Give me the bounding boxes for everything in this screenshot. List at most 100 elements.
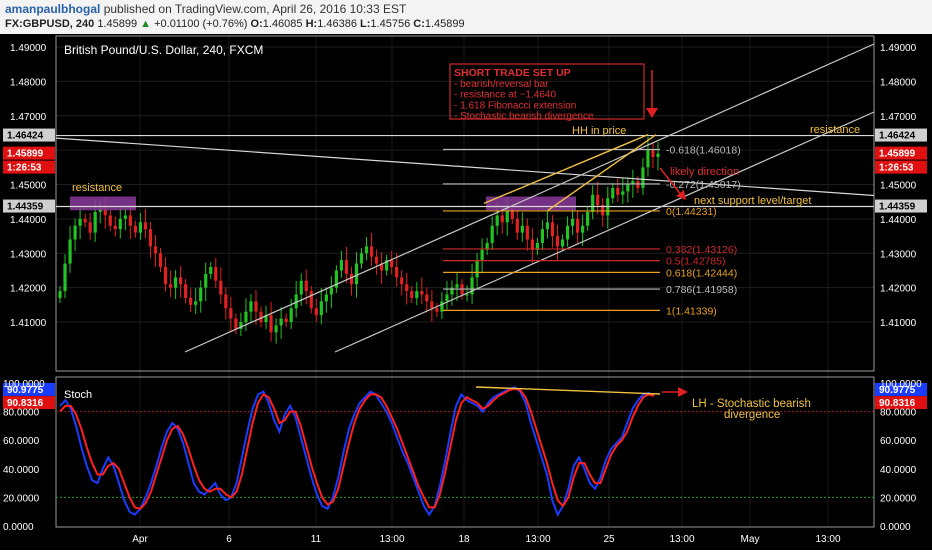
stoch-axis-label-left: 40.0000 — [3, 465, 40, 476]
fib-level-label: 0.618(1.42444) — [666, 267, 737, 279]
price-axis-label-left: 1.42000 — [10, 284, 47, 295]
candle-body — [128, 215, 132, 226]
candle-body — [530, 239, 534, 250]
red-down-arrow-icon — [646, 108, 658, 118]
candle-body — [219, 280, 223, 295]
candle-body — [480, 249, 484, 261]
candle-body — [440, 301, 444, 312]
fib-level-label: -0.272(1.45017) — [666, 179, 741, 191]
candle-body — [339, 260, 344, 271]
stoch-axis-label-left: 60.0000 — [3, 436, 40, 447]
price-axis-label-left: 1.47000 — [10, 112, 47, 123]
fib-level-label: 0.5(1.42785) — [666, 256, 726, 268]
candle-body — [83, 218, 87, 223]
stoch-axis-label-left: 80.0000 — [3, 408, 40, 419]
resistance-zone-mid — [486, 196, 576, 211]
candle-body — [445, 294, 449, 302]
stoch-axis-label-right: 60.0000 — [880, 436, 917, 447]
candle-body — [153, 246, 158, 254]
chart-svg[interactable]: -0.618(1.46018) -0.272(1.45017) 0(1.44231)… — [0, 34, 932, 550]
stoch-tag-value: 90.8316 — [879, 398, 916, 409]
candle-body — [93, 212, 97, 233]
candle-body — [299, 280, 303, 295]
resistance-zone-left — [70, 196, 136, 211]
candle-body — [103, 208, 107, 216]
symbol-label[interactable]: FX:GBPUSD, 240 — [5, 18, 95, 30]
candle-body — [575, 218, 580, 233]
price-tag-box — [875, 199, 927, 213]
candle-body — [78, 218, 82, 226]
candle-body — [616, 187, 620, 195]
candle-body — [535, 242, 539, 250]
time-axis-label: 11 — [311, 534, 322, 545]
stoch-axis-label-right: 0.0000 — [880, 522, 911, 533]
channel-upper-line — [184, 43, 875, 353]
stoch-tag-box — [875, 396, 927, 410]
candle-body — [234, 318, 238, 329]
time-axis-label: 13:00 — [379, 534, 404, 545]
candle-body — [465, 294, 469, 296]
candle-body — [279, 318, 283, 326]
author-link[interactable]: amanpaulbhogal — [5, 2, 101, 16]
candle-body — [425, 294, 429, 302]
candle-body — [385, 260, 389, 271]
candle-body — [646, 150, 650, 168]
candle-body — [244, 311, 248, 322]
candle-body — [420, 291, 424, 295]
candle-body — [586, 212, 590, 226]
high-label: H: — [305, 18, 318, 30]
candle-body — [239, 322, 243, 329]
candle-body — [601, 205, 605, 216]
candle-body — [123, 215, 127, 219]
candle-body — [510, 208, 514, 219]
candle-body — [184, 284, 188, 298]
candle-body — [179, 277, 183, 285]
divergence-label: divergence — [724, 409, 780, 421]
price-axis-label-right: 1.49000 — [880, 43, 917, 54]
chart-area[interactable]: -0.618(1.46018) -0.272(1.45017) 0(1.44231)… — [0, 34, 932, 550]
candle-body — [274, 325, 278, 333]
candle-body — [581, 225, 585, 233]
candle-body — [294, 294, 298, 309]
candle-body — [545, 222, 550, 230]
resistance-right-label: resistance — [810, 124, 860, 136]
divergence-arrow-icon — [678, 387, 688, 397]
candle-body — [475, 260, 479, 278]
hh-in-price-label: HH in price — [572, 125, 626, 137]
close-value: 1.45899 — [424, 18, 465, 30]
candle-body — [540, 229, 545, 243]
time-axis-label: 13:00 — [669, 534, 694, 545]
candle-body — [259, 311, 263, 322]
time-axis-label: 18 — [458, 534, 470, 545]
price-tag-box-left — [3, 128, 55, 142]
price-axis-label-right: 1.44000 — [880, 215, 917, 226]
candle-body — [314, 308, 318, 316]
candle-body — [354, 263, 359, 285]
candle-body — [550, 222, 555, 237]
likely-direction-arrow-icon — [676, 190, 686, 200]
channel-lower-line — [334, 111, 875, 353]
short-setup-line: SHORT TRADE SET UP — [454, 67, 571, 79]
candle-body — [591, 194, 595, 212]
candle-body — [364, 246, 369, 254]
candle-body — [369, 246, 374, 257]
stoch-line-k — [59, 386, 655, 517]
candle-body — [143, 222, 148, 230]
candle-body — [515, 218, 519, 233]
candle-body — [344, 260, 349, 274]
time-axis-label: 25 — [603, 534, 615, 545]
candle-body — [520, 225, 524, 233]
candle-body — [194, 301, 198, 305]
last-price: 1.45899 — [97, 18, 138, 30]
candle-body — [611, 187, 615, 199]
likely-direction-label: likely direction — [670, 166, 739, 178]
change-arrow-icon: ▲ — [140, 18, 152, 30]
price-tag-value: 1.44359 — [879, 202, 916, 213]
candle-body — [485, 242, 489, 250]
stoch-axis-label-right: 100.0000 — [880, 379, 922, 390]
price-tag-box-left — [3, 199, 55, 213]
time-axis-label: 13:00 — [815, 534, 840, 545]
price-axis-label-left: 1.48000 — [10, 77, 47, 88]
candle-body — [229, 308, 233, 319]
